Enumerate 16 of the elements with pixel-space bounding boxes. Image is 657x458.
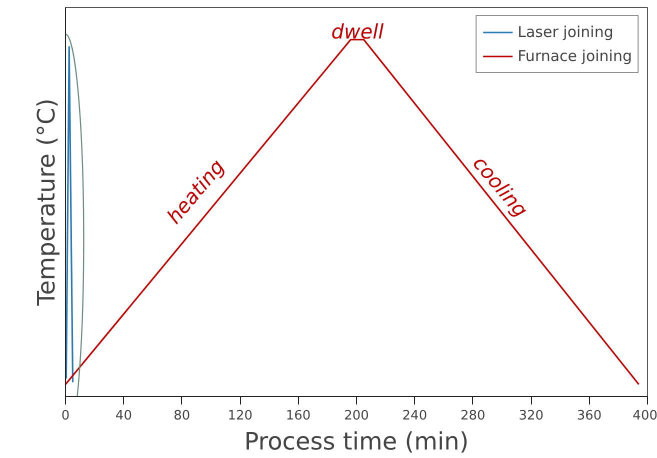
- x-tick-label: 80: [174, 408, 190, 424]
- x-axis-title: Process time (min): [244, 428, 469, 456]
- x-tick-label: 200: [344, 408, 369, 424]
- x-tick-label: 320: [518, 408, 544, 424]
- x-tick-label: 0: [61, 408, 70, 424]
- annotation: dwell: [331, 20, 384, 44]
- x-tick-label: 280: [460, 408, 486, 424]
- legend-label: Laser joining: [518, 23, 614, 41]
- x-tick-label: 160: [286, 408, 311, 424]
- legend-label: Furnace joining: [518, 47, 632, 65]
- x-tick-label: 40: [115, 408, 132, 424]
- y-axis-title: Temperature (°C): [32, 98, 60, 307]
- x-tick-label: 400: [632, 408, 657, 424]
- x-tick-label: 240: [402, 408, 428, 424]
- x-tick-label: 120: [228, 408, 253, 424]
- x-tick-label: 360: [576, 408, 602, 424]
